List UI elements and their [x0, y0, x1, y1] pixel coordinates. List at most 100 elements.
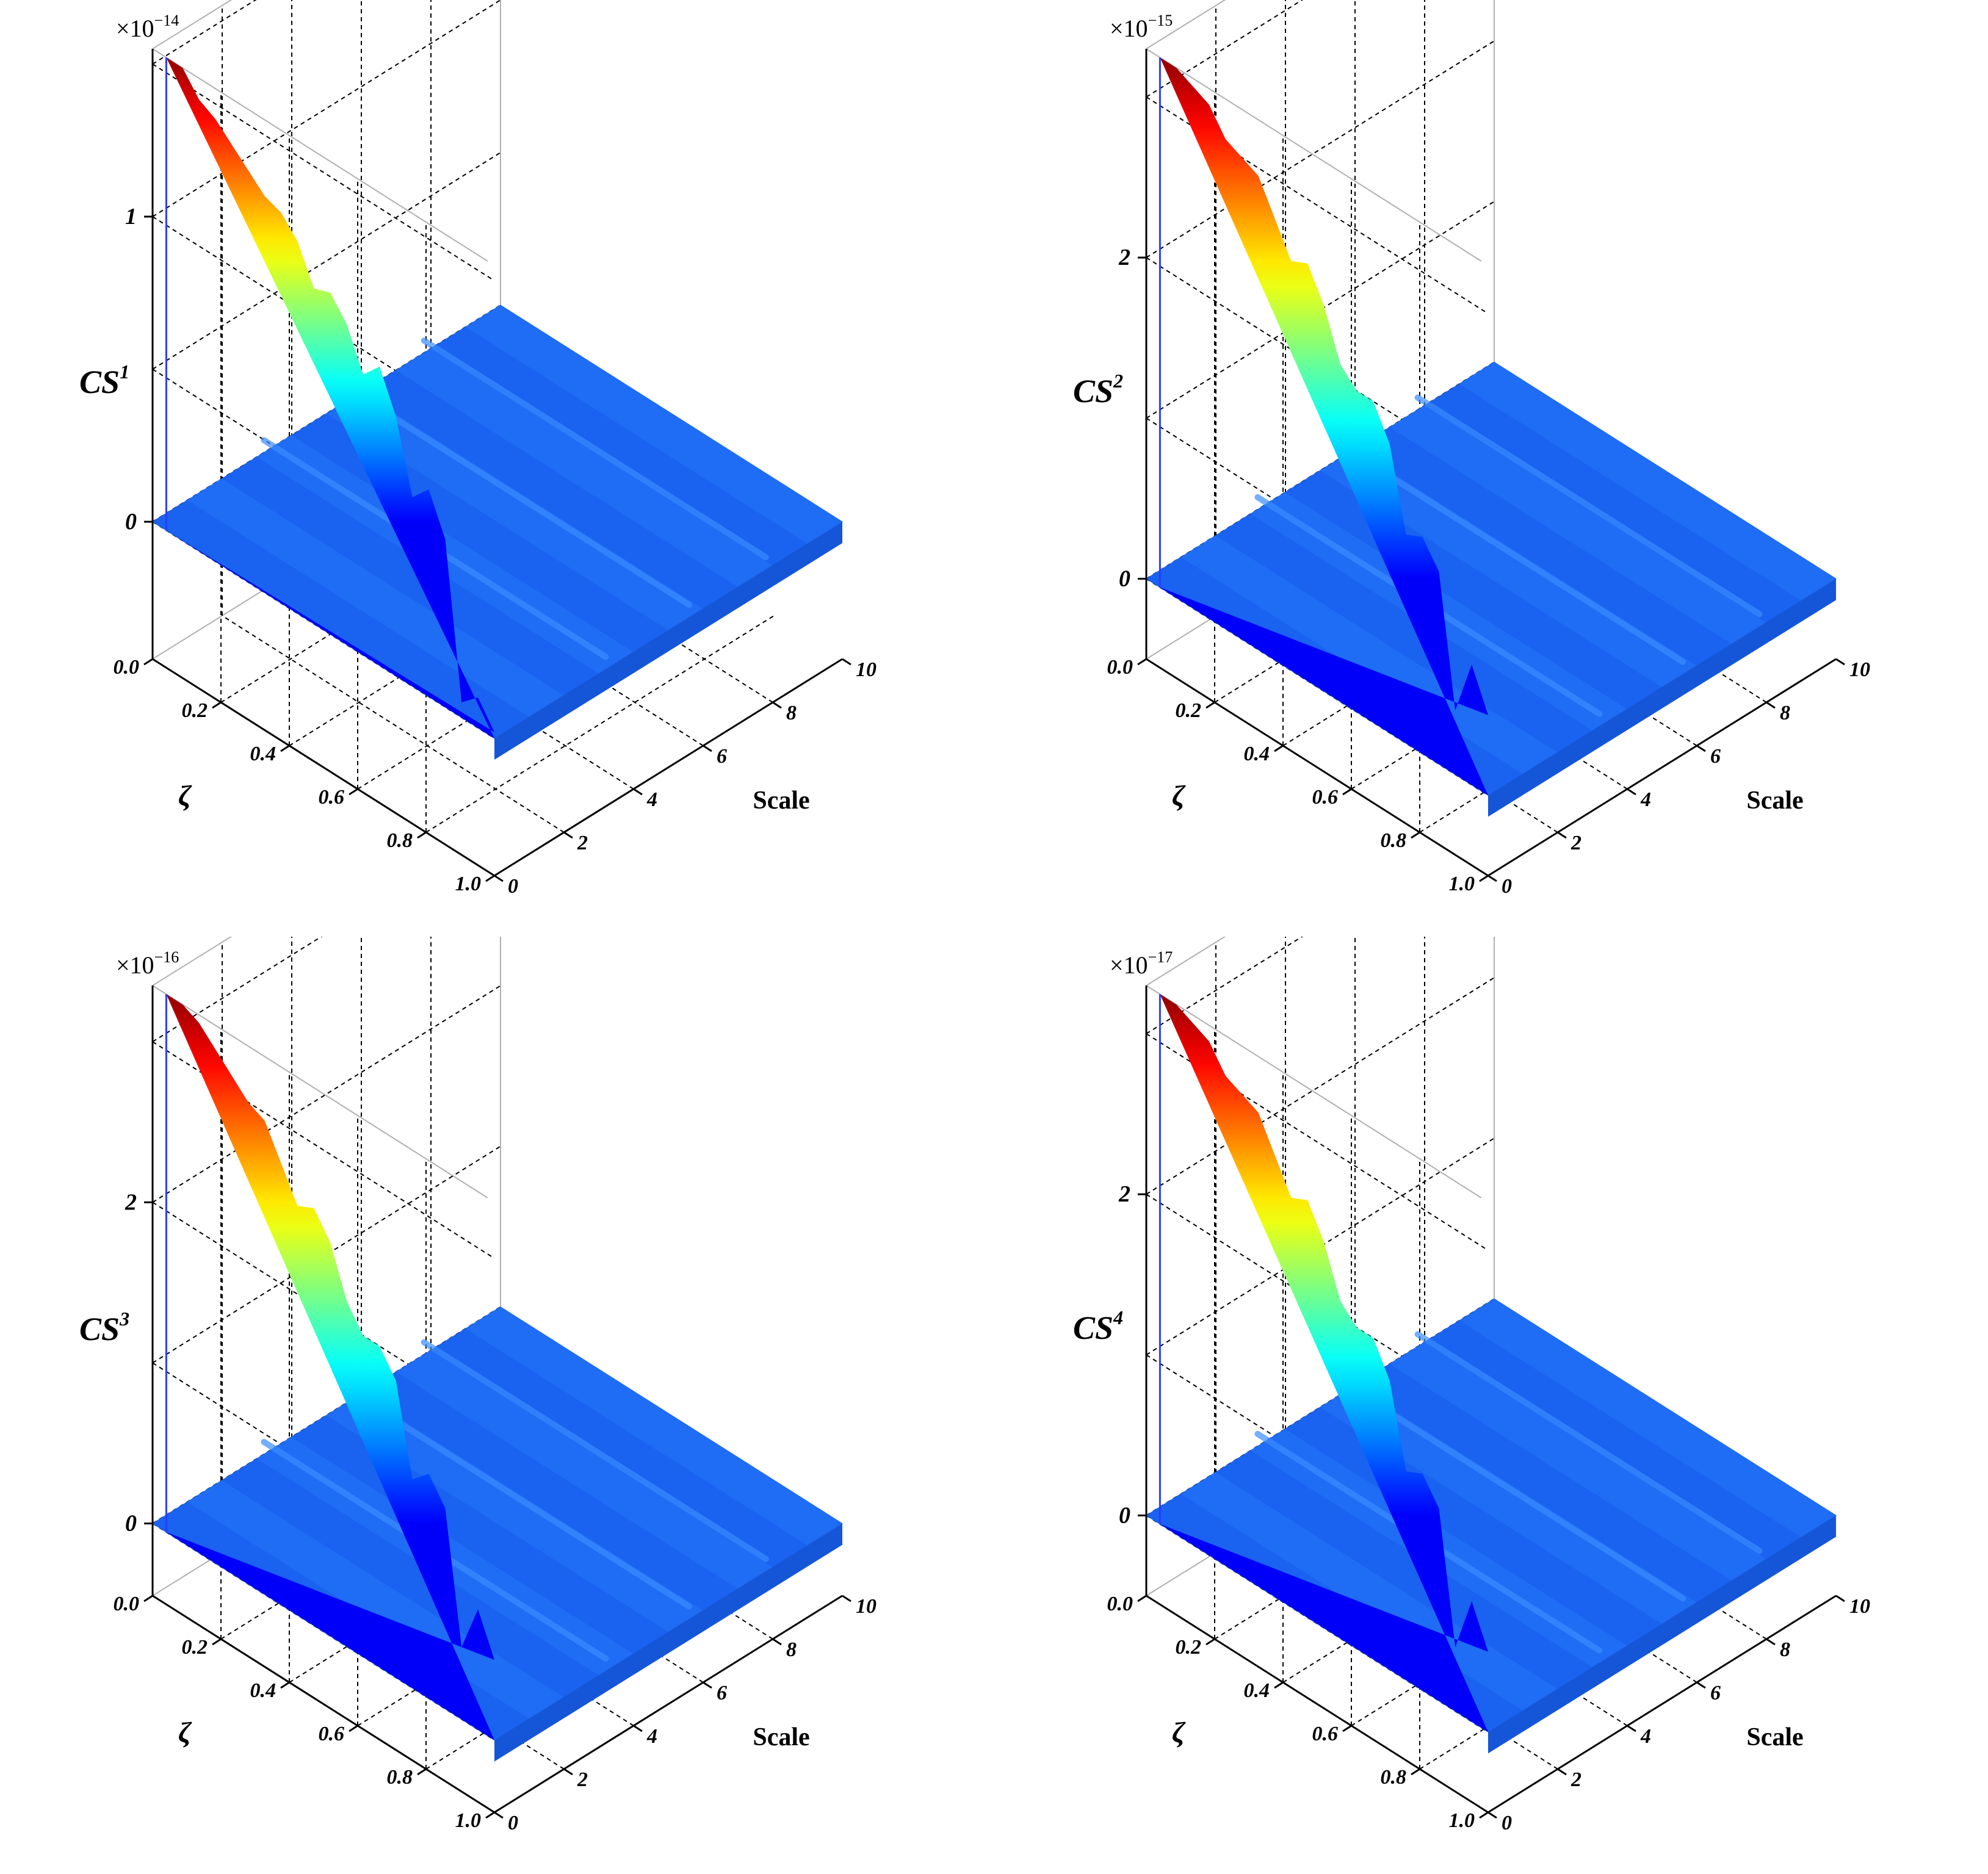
- grid-line: [1146, 201, 1495, 419]
- scale-tick: [1627, 1724, 1636, 1732]
- surface-ridge: [421, 337, 769, 561]
- scale-tick: [772, 1638, 782, 1646]
- zeta-tick: [349, 1724, 358, 1732]
- surface-ridge: [1414, 1331, 1763, 1554]
- zeta-tick-label: 1.0: [455, 873, 482, 895]
- scale-axis-line: [494, 658, 843, 877]
- zeta-tick: [1411, 1768, 1420, 1776]
- value-tick-label: 2: [125, 1189, 137, 1215]
- scale-tick-label: 6: [717, 1682, 727, 1704]
- grid-line: [152, 63, 495, 281]
- scale-tick: [494, 1811, 504, 1819]
- zeta-tick-label: 0.8: [387, 1766, 413, 1789]
- zeta-tick-label: 0.0: [114, 656, 140, 679]
- surface-ridge: [1338, 442, 1686, 665]
- zeta-tick: [485, 1811, 495, 1819]
- scale-tick-label: 0: [508, 1812, 518, 1834]
- scale-tick-label: 0: [508, 875, 518, 898]
- zeta-tick: [212, 1638, 222, 1646]
- scale-tick: [633, 1724, 643, 1732]
- scale-axis-title: Scale: [1746, 787, 1803, 815]
- box-edge: [152, 0, 233, 49]
- scale-axis-title: Scale: [753, 787, 809, 815]
- surface-plot-panel-2: 0 2 4 6 8 10 0.0 0.2 0.4 0.6 0.8 1.0 0 2 Scale ζ CS2 ×10−…: [994, 0, 1987, 937]
- value-axis-title: CS1: [79, 361, 129, 400]
- zeta-tick: [143, 1595, 153, 1602]
- grid-line: [152, 0, 257, 65]
- zeta-tick: [1479, 874, 1489, 882]
- surface-ridge: [344, 1386, 693, 1610]
- axis-lines: [1145, 49, 1837, 877]
- grid-line: [152, 1145, 501, 1364]
- surface-plot-panel-3: 0 2 4 6 8 10 0.0 0.2 0.4 0.6 0.8 1.0 0 2 Scale ζ CS3 ×10−…: [0, 937, 994, 1873]
- zeta-tick: [280, 1681, 290, 1689]
- zeta-tick: [1342, 1724, 1352, 1732]
- scale-axis-line: [1487, 658, 1837, 877]
- box-edge: [1146, 0, 1226, 49]
- axis-lines: [151, 986, 843, 1814]
- zeta-tick-label: 0.0: [114, 1593, 140, 1615]
- surface-wall: [166, 994, 494, 1740]
- zeta-tick: [1274, 1681, 1284, 1689]
- grid-line: [152, 0, 501, 217]
- zeta-tick-label: 0.8: [1381, 1766, 1407, 1789]
- surface-front-edge: [1488, 1515, 1836, 1754]
- zeta-axis-line: [152, 1595, 495, 1814]
- scale-tick: [1557, 831, 1567, 839]
- scale-tick: [563, 831, 573, 839]
- zeta-tick: [1274, 744, 1284, 752]
- zeta-axis-line: [1146, 1595, 1489, 1814]
- zeta-tick-label: 0.8: [387, 829, 413, 852]
- axis-lines: [151, 49, 843, 877]
- scale-tick-label: 8: [1780, 1638, 1790, 1661]
- zeta-tick: [417, 831, 427, 839]
- grid-line: [152, 152, 501, 370]
- scale-tick-label: 6: [1710, 745, 1721, 768]
- value-axis-title: CS2: [1073, 370, 1123, 409]
- value-tick-label: 0: [125, 509, 137, 535]
- zeta-tick-label: 0.2: [1176, 699, 1202, 722]
- value-axis-multiplier: ×10−15: [1110, 12, 1173, 42]
- scale-tick-label: 0: [1502, 875, 1512, 898]
- scale-axis-title: Scale: [1746, 1723, 1803, 1751]
- scale-tick: [1557, 1768, 1567, 1776]
- zeta-axis-line: [1146, 658, 1489, 877]
- scale-axis-line: [494, 1595, 843, 1814]
- value-tick-label: 0: [1119, 1502, 1130, 1528]
- zeta-tick: [1342, 788, 1352, 796]
- scale-tick: [1487, 1811, 1497, 1819]
- value-axis-multiplier: ×10−14: [116, 12, 179, 42]
- surface-mesh: [152, 57, 843, 760]
- surface-ridge: [1414, 394, 1763, 618]
- value-tick-label: 2: [1118, 1181, 1130, 1207]
- value-axis-multiplier: ×10−16: [116, 948, 179, 979]
- surface-front-edge: [494, 522, 842, 760]
- surface-mesh: [1146, 57, 1837, 817]
- scale-tick: [563, 1768, 573, 1776]
- scale-axis-title: Scale: [753, 1723, 809, 1751]
- scale-tick: [1696, 1681, 1706, 1689]
- zeta-tick-label: 0.2: [182, 1636, 208, 1659]
- zeta-tick-label: 0.4: [1244, 743, 1270, 765]
- surface-wall: [1160, 994, 1488, 1732]
- zeta-axis-title: ζ: [1172, 780, 1186, 812]
- scale-tick-label: 10: [856, 1595, 877, 1618]
- value-tick-label: 0: [1119, 566, 1130, 591]
- box-edge: [1146, 985, 1482, 1198]
- scale-tick-label: 6: [717, 745, 727, 768]
- scale-tick: [494, 874, 504, 882]
- scale-tick-label: 2: [577, 1768, 588, 1791]
- zeta-tick: [1479, 1811, 1489, 1819]
- scale-tick-label: 4: [646, 788, 657, 811]
- scale-tick-label: 8: [1780, 702, 1790, 724]
- scale-tick: [1766, 701, 1776, 709]
- zeta-tick: [485, 874, 495, 882]
- scale-tick: [1835, 1595, 1845, 1602]
- surface-plot-svg: 0 2 4 6 8 10 0.0 0.2 0.4 0.6 0.8 1.0 0 2 Scale ζ CS4 ×10−…: [1073, 937, 1870, 1834]
- scale-tick-label: 4: [1640, 1725, 1651, 1748]
- zeta-tick-label: 0.4: [250, 743, 277, 765]
- scale-tick-label: 10: [856, 658, 877, 681]
- scale-axis-line: [1487, 1595, 1837, 1814]
- zeta-tick: [349, 788, 358, 796]
